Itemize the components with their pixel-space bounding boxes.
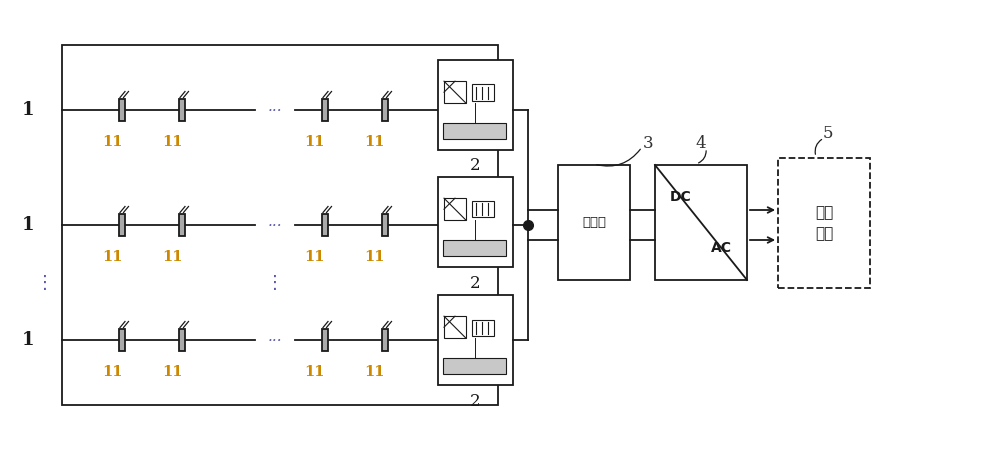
Bar	[179, 214, 185, 236]
Bar	[322, 99, 328, 121]
Text: 11: 11	[365, 250, 385, 264]
Text: 11: 11	[162, 135, 182, 149]
Text: 2: 2	[470, 274, 481, 292]
Text: 2: 2	[470, 392, 481, 410]
Bar	[444, 198, 466, 220]
Bar	[472, 202, 494, 217]
Bar	[119, 214, 125, 236]
Text: 2: 2	[470, 158, 481, 175]
Text: 11: 11	[365, 135, 385, 149]
Text: 11: 11	[365, 365, 385, 379]
Bar	[655, 165, 747, 280]
Text: ...: ...	[268, 215, 282, 229]
Text: 11: 11	[102, 365, 122, 379]
Bar	[472, 320, 494, 336]
Bar	[443, 123, 506, 139]
Bar	[179, 99, 185, 121]
Bar	[119, 329, 125, 351]
Bar	[444, 316, 466, 338]
Bar	[472, 85, 494, 100]
Bar	[438, 295, 513, 385]
Text: DC: DC	[670, 190, 692, 204]
Text: 3: 3	[643, 135, 653, 152]
Text: 1: 1	[22, 216, 34, 234]
Bar	[438, 177, 513, 267]
Bar	[179, 329, 185, 351]
Text: 11: 11	[305, 135, 325, 149]
Text: ⋮: ⋮	[266, 274, 284, 292]
Bar	[322, 329, 328, 351]
Text: 11: 11	[102, 250, 122, 264]
Bar	[444, 81, 466, 103]
Text: ...: ...	[268, 330, 282, 344]
Bar	[443, 240, 506, 256]
Bar	[438, 60, 513, 150]
Text: 1: 1	[22, 101, 34, 119]
Text: 11: 11	[305, 365, 325, 379]
Text: AC: AC	[711, 241, 732, 255]
Text: 汇流筱: 汇流筱	[582, 216, 606, 229]
Bar	[322, 214, 328, 236]
Text: 5: 5	[823, 125, 833, 141]
Bar	[382, 329, 388, 351]
Text: 1: 1	[22, 331, 34, 349]
Text: 交流
电网: 交流 电网	[815, 205, 833, 241]
Text: 11: 11	[162, 365, 182, 379]
Text: 11: 11	[305, 250, 325, 264]
Bar	[558, 165, 630, 280]
Text: 4: 4	[696, 135, 706, 152]
Bar	[778, 158, 870, 288]
Text: 11: 11	[102, 135, 122, 149]
Bar	[382, 99, 388, 121]
Bar	[382, 214, 388, 236]
Text: ...: ...	[268, 100, 282, 114]
Bar	[119, 99, 125, 121]
Bar	[443, 358, 506, 374]
Text: 11: 11	[162, 250, 182, 264]
Text: ⋮: ⋮	[36, 274, 54, 292]
